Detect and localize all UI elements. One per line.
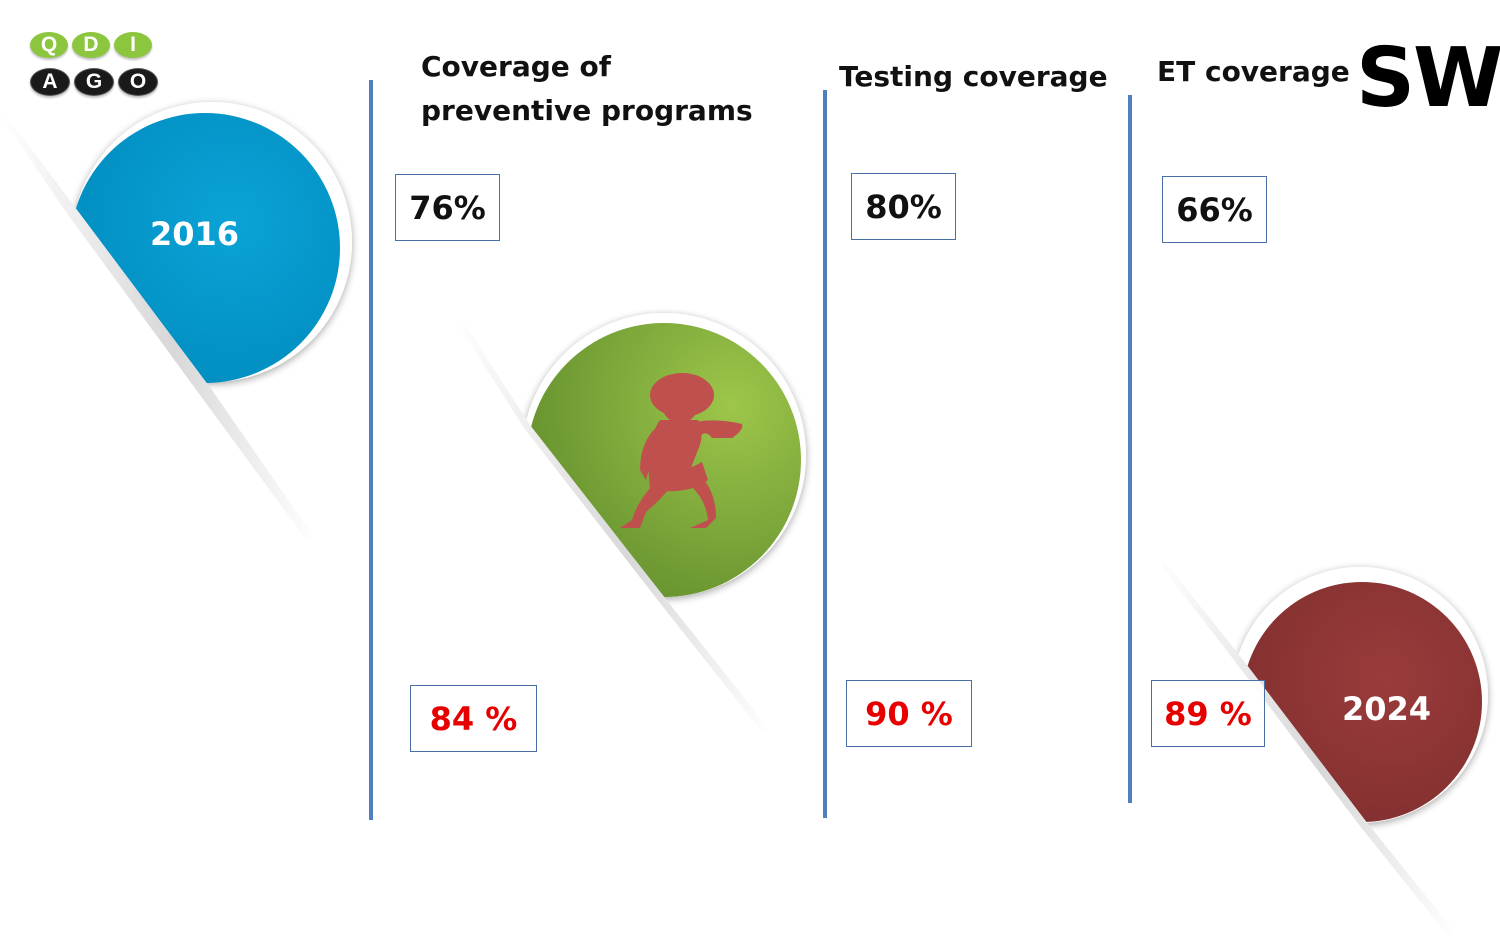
header-preventive-line2: preventive programs — [421, 94, 753, 127]
value-2016-et: 66% — [1162, 176, 1267, 243]
divider-2 — [823, 90, 827, 818]
logo-bottom-row: A G O — [30, 68, 158, 96]
value-2024-preventive: 84 % — [410, 685, 537, 752]
header-et-coverage: ET coverage — [1157, 55, 1350, 88]
divider-3 — [1128, 95, 1132, 803]
header-testing-coverage: Testing coverage — [839, 60, 1108, 93]
sw-badge: SW — [1356, 31, 1500, 126]
divider-1 — [369, 80, 373, 820]
circle-2024 — [1140, 558, 1488, 938]
logo-letter-a: A — [30, 68, 70, 96]
circle-2016 — [0, 102, 352, 938]
logo-letter-d: D — [72, 32, 110, 58]
value-2016-testing: 80% — [851, 173, 956, 240]
logo-letter-i: I — [114, 32, 152, 58]
year-label-2016: 2016 — [150, 215, 240, 253]
logo-letter-g: G — [74, 68, 114, 96]
year-label-2024: 2024 — [1342, 690, 1432, 728]
value-2024-testing: 90 % — [846, 680, 972, 747]
logo-top-row: Q D I — [30, 32, 152, 58]
logo-letter-q: Q — [30, 32, 68, 58]
header-preventive-line1: Coverage of — [421, 50, 611, 83]
woman-silhouette-icon — [620, 373, 743, 528]
value-2016-preventive: 76% — [395, 174, 500, 241]
value-2024-et: 89 % — [1151, 680, 1265, 747]
logo-letter-o: O — [118, 68, 158, 96]
header-preventive-programs: Coverage of preventive programs — [421, 45, 753, 133]
